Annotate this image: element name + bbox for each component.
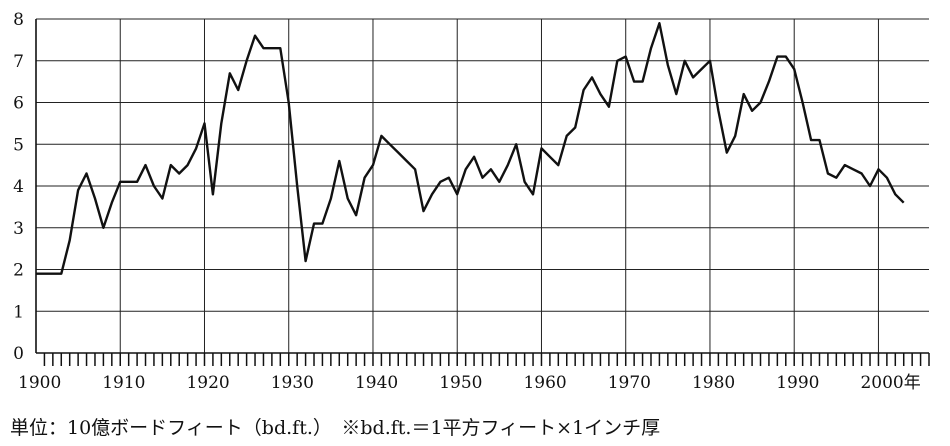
y-tick-label: 2 [13, 261, 24, 281]
x-tick-label: 1960 [523, 373, 566, 393]
y-axis-tick-labels: 0 1 2 3 4 5 6 7 8 [13, 10, 24, 364]
y-tick-label: 7 [13, 52, 24, 72]
series-line [36, 22, 905, 275]
x-tick-label: 1900 [18, 373, 61, 393]
y-tick-label: 4 [13, 177, 24, 197]
y-tick-label: 8 [13, 10, 24, 30]
x-tick-label: 1950 [439, 373, 482, 393]
x-axis-tick-labels: 1900 1910 1920 1930 1940 1950 1960 1970 1980 1990… [18, 373, 921, 393]
x-tick-label: 1910 [102, 373, 145, 393]
x-axis-minor-ticks [43, 353, 930, 366]
x-tick-label: 1940 [355, 373, 398, 393]
x-tick-label: 1980 [692, 373, 735, 393]
x-tick-label: 1970 [608, 373, 651, 393]
x-tick-label: 2000年 [860, 373, 920, 393]
x-tick-label: 1930 [271, 373, 314, 393]
y-tick-label: 6 [13, 94, 24, 114]
x-tick-label: 1920 [186, 373, 229, 393]
y-tick-label: 3 [13, 219, 24, 239]
x-tick-label: 1990 [776, 373, 819, 393]
axes [35, 19, 929, 354]
y-tick-label: 5 [13, 135, 24, 155]
y-tick-label: 0 [13, 344, 24, 364]
unit-note: 単位：10億ボードフィート（bd.ft.） ※bd.ft.＝1平方フィート×1イ… [10, 417, 661, 439]
grid [36, 18, 929, 353]
y-tick-label: 1 [13, 302, 24, 322]
